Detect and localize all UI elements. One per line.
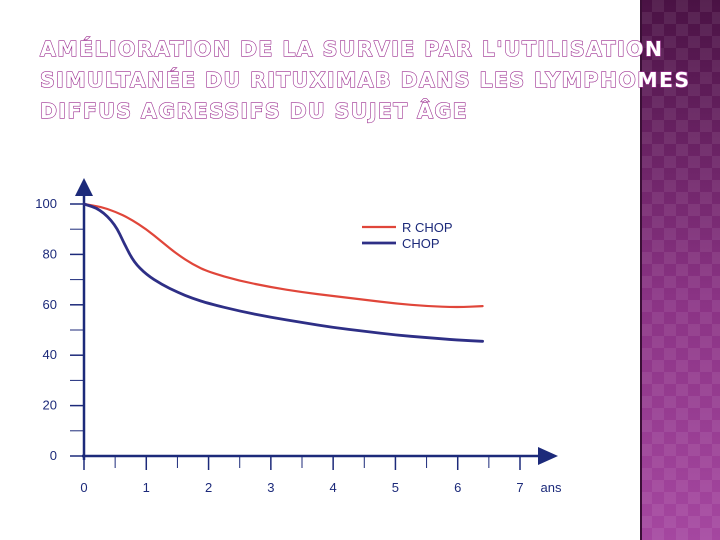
x-axis-label: ans <box>541 480 562 495</box>
slide-title-line-1: Amélioration de la survie par l'utilisat… <box>39 36 664 61</box>
y-tick-label: 20 <box>43 398 57 413</box>
x-tick-label: 0 <box>80 480 87 495</box>
decorative-side-panel <box>640 0 720 540</box>
y-tick-label: 40 <box>43 347 57 362</box>
y-tick-label: 60 <box>43 297 57 312</box>
series-layer <box>82 202 485 343</box>
slide-title-line-3: diffus agressifs du sujet âge <box>39 98 469 123</box>
x-axis-arrow <box>538 447 558 465</box>
legend-label-1: R CHOP <box>402 220 453 235</box>
series-line-chop <box>82 202 485 343</box>
slide-title-line-2: simultanée du rituximab dans les lymphom… <box>39 67 691 92</box>
x-tick-label: 5 <box>392 480 399 495</box>
y-axis-arrow <box>75 178 93 196</box>
x-tick-label: 2 <box>205 480 212 495</box>
y-tick-label: 100 <box>35 196 57 211</box>
x-tick-label: 3 <box>267 480 274 495</box>
x-tick-label: 6 <box>454 480 461 495</box>
x-tick-label: 1 <box>143 480 150 495</box>
slide-title: Amélioration de la survie par l'utilisat… <box>39 34 691 127</box>
x-axis-ticks: 0 1 2 3 4 5 6 7 ans <box>80 456 562 495</box>
y-tick-label: 80 <box>43 246 57 261</box>
x-tick-label: 4 <box>330 480 337 495</box>
chart-axes <box>75 178 558 465</box>
y-tick-label: 0 <box>50 448 57 463</box>
legend-label-2: CHOP <box>402 236 440 251</box>
y-axis-ticks: 0 20 40 60 80 100 <box>35 196 84 463</box>
series-line-r-chop <box>82 202 484 309</box>
side-panel-edge <box>640 0 642 540</box>
x-tick-label: 7 <box>516 480 523 495</box>
